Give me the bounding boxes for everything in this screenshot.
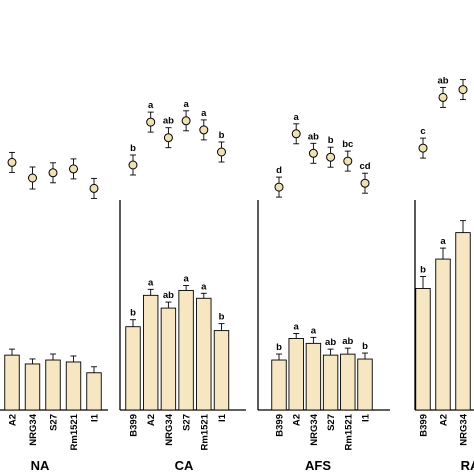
bar-significance-letter: b: [276, 342, 282, 353]
bar-significance-letter: b: [420, 264, 426, 275]
point: [69, 164, 78, 174]
bar-significance-letter: a: [294, 321, 300, 332]
tick-label: S27: [49, 414, 60, 431]
point-significance-letter: b: [219, 130, 225, 141]
bar: [142, 294, 159, 411]
bar-significance-letter: a: [201, 281, 207, 292]
point: [28, 173, 37, 183]
bar: [178, 289, 194, 411]
tick-label: NRG34: [459, 413, 470, 445]
bar: [65, 361, 82, 411]
tick-label: A2: [146, 414, 157, 426]
point: [146, 117, 156, 127]
point-significance-letter: d: [276, 165, 282, 176]
bar: [322, 354, 339, 411]
point-significance-letter: a: [201, 108, 207, 119]
bar: [305, 342, 322, 411]
point: [7, 157, 17, 167]
point: [291, 129, 301, 139]
point-significance-letter: ab: [308, 131, 319, 142]
point-significance-letter: cd: [359, 161, 370, 172]
tick-label: A2: [439, 414, 450, 426]
bar: [160, 307, 177, 411]
tick-label: I1: [217, 413, 228, 422]
point: [326, 152, 336, 162]
bar-significance-letter: a: [440, 236, 446, 247]
point-significance-letter: bc: [342, 139, 353, 150]
bar: [288, 338, 304, 411]
point-significance-letter: a: [294, 112, 300, 123]
point: [199, 125, 209, 135]
tick-label: NRG34: [164, 413, 175, 445]
bar: [357, 358, 373, 411]
point: [438, 92, 448, 102]
point: [163, 133, 173, 143]
point: [308, 148, 318, 158]
point: [274, 182, 284, 192]
bar: [435, 258, 451, 411]
bar-significance-letter: b: [362, 341, 368, 352]
bars-layer: [4, 220, 471, 411]
point-significance-letter: c: [420, 126, 425, 137]
tick-label: S27: [182, 414, 193, 431]
point: [360, 178, 370, 188]
bar: [24, 363, 41, 411]
tick-label: Rm1521: [343, 413, 354, 450]
tick-label: NRG34: [309, 413, 320, 445]
point: [458, 85, 468, 95]
bar-significance-letter: ab: [325, 337, 336, 348]
tick-label: B399: [275, 414, 286, 437]
bar-significance-letter: a: [148, 277, 154, 288]
bar: [213, 330, 230, 411]
bar-significance-letter: ab: [163, 290, 174, 301]
point: [181, 116, 191, 126]
point: [343, 156, 353, 166]
point-significance-letter: a: [183, 99, 189, 110]
point-significance-letter: b: [130, 143, 136, 154]
point-significance-letter: b: [328, 135, 334, 146]
point-significance-letter: a: [148, 100, 154, 111]
bar-significance-letter: ab: [342, 336, 353, 347]
point-significance-letter: ab: [437, 75, 448, 86]
point-significance-letter: ab: [163, 116, 174, 127]
tick-label: B399: [129, 414, 140, 437]
tick-label: A2: [292, 414, 303, 426]
point: [128, 160, 138, 170]
point: [89, 183, 99, 193]
bar-significance-letter: a: [311, 325, 317, 336]
bar: [455, 232, 471, 411]
group-label: RA: [461, 458, 474, 473]
bar: [4, 354, 20, 411]
point: [217, 147, 226, 157]
tick-label: Rm1521: [199, 413, 210, 450]
bar: [125, 326, 141, 411]
group-label: AFS: [305, 458, 331, 473]
bar: [86, 372, 102, 411]
point: [418, 143, 428, 153]
group-label: CA: [175, 458, 194, 473]
bar: [340, 353, 356, 411]
bar: [271, 359, 287, 411]
tick-label: Rm1521: [69, 413, 80, 450]
bar: [196, 297, 212, 411]
bar-significance-letter: b: [219, 312, 225, 323]
bar-significance-letter: b: [130, 308, 136, 319]
tick-label: A2: [8, 414, 19, 426]
tick-label: I1: [90, 413, 101, 422]
bar-significance-letter: a: [183, 273, 189, 284]
bar: [415, 288, 431, 411]
tick-label: B399: [419, 414, 430, 437]
bar: [45, 359, 61, 411]
tick-label: NRG34: [28, 413, 39, 445]
point: [48, 168, 58, 178]
group-label: NA: [31, 458, 50, 473]
tick-label: S27: [326, 414, 337, 431]
tick-label: I1: [361, 413, 372, 422]
points-layer: [7, 79, 468, 199]
